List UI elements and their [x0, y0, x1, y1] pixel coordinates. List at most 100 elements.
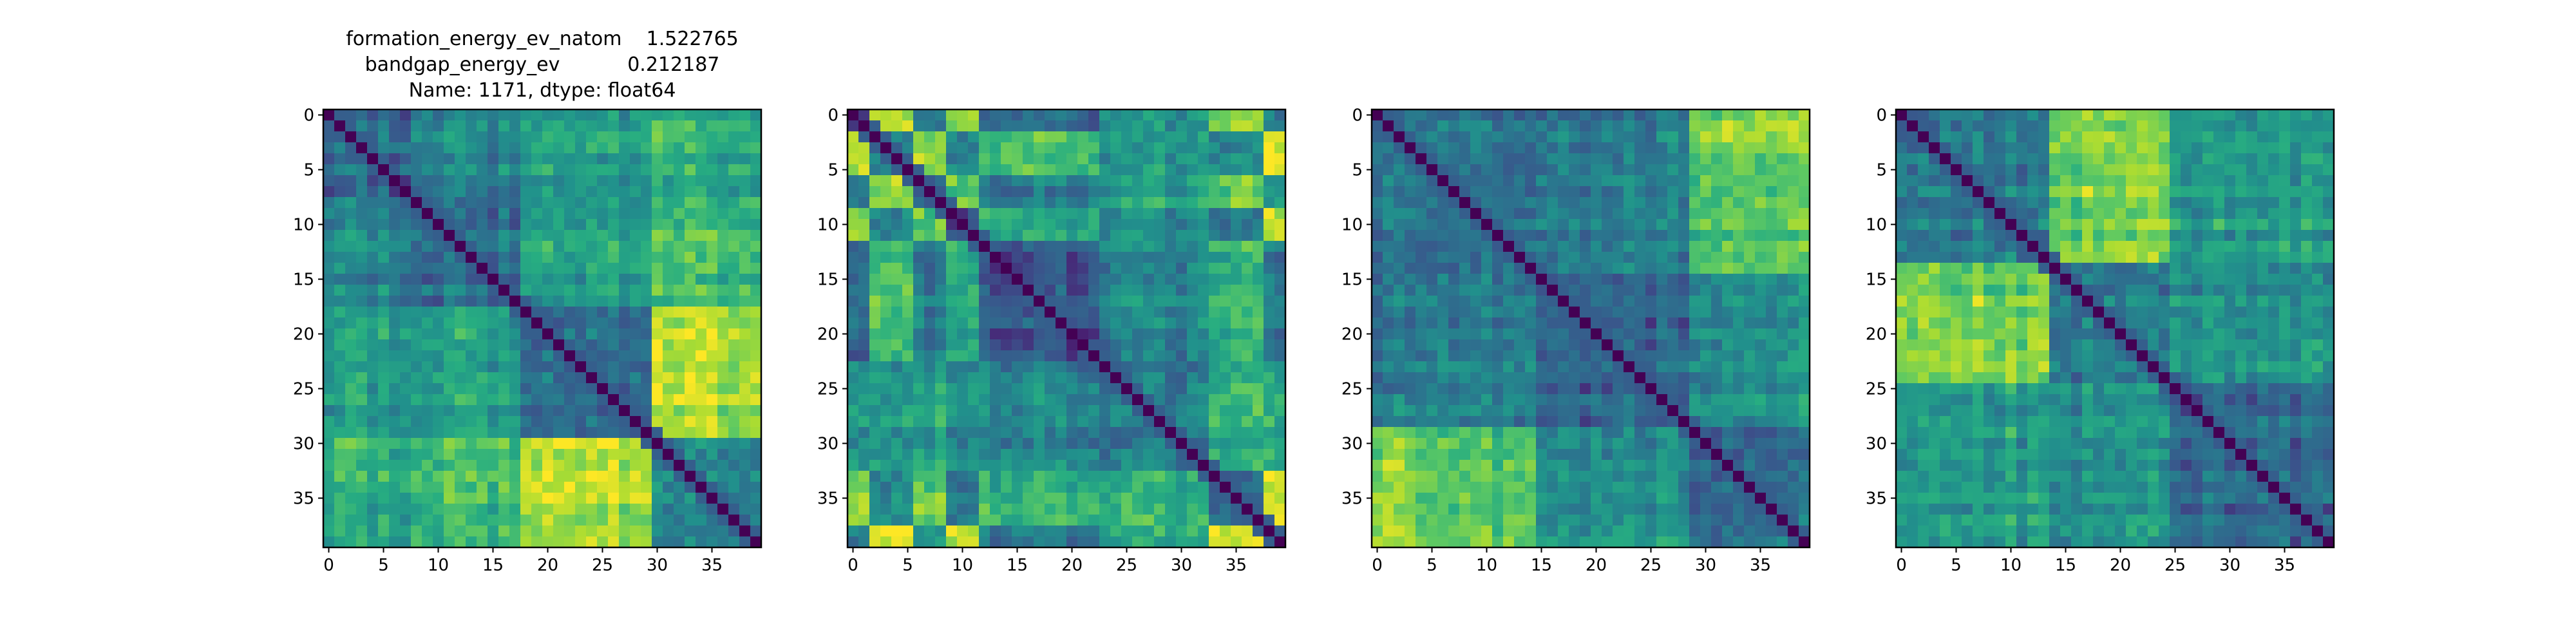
- heatmap-cell: [1645, 164, 1657, 176]
- heatmap-cell: [1667, 328, 1679, 340]
- heatmap-cell: [858, 482, 870, 493]
- heatmap-cell: [696, 416, 707, 428]
- heatmap-cell: [1437, 241, 1449, 252]
- heatmap-cell: [564, 208, 576, 220]
- heatmap-cell: [356, 536, 368, 548]
- heatmap-cell: [957, 328, 969, 340]
- heatmap-cell: [1176, 536, 1188, 548]
- heatmap-cell: [345, 504, 357, 515]
- heatmap-cell: [1766, 252, 1777, 263]
- heatmap-cell: [750, 471, 762, 482]
- heatmap-cell: [1187, 504, 1198, 515]
- heatmap-cell: [674, 405, 685, 417]
- heatmap-cell: [389, 427, 401, 439]
- heatmap-cell: [1132, 131, 1144, 143]
- heatmap-cell: [1799, 471, 1810, 482]
- heatmap-cell: [389, 372, 401, 384]
- heatmap-cell: [1613, 241, 1624, 252]
- heatmap-cell: [1656, 471, 1668, 482]
- heatmap-cell: [1569, 394, 1580, 406]
- heatmap-cell: [1777, 120, 1788, 132]
- heatmap-cell: [1242, 482, 1253, 493]
- heatmap-cell: [641, 252, 652, 263]
- heatmap-cell: [422, 230, 433, 242]
- heatmap-cell: [1154, 394, 1166, 406]
- heatmap-cell: [1176, 427, 1188, 439]
- heatmap-cell: [1416, 471, 1427, 482]
- heatmap-cell: [1558, 241, 1569, 252]
- heatmap-cell: [1088, 186, 1100, 198]
- heatmap-cell: [411, 493, 422, 504]
- heatmap-cell: [1045, 230, 1056, 242]
- heatmap-cell: [520, 197, 532, 209]
- heatmap-cell: [1481, 449, 1493, 460]
- heatmap-cell: [968, 230, 980, 242]
- heatmap-cell: [564, 361, 576, 373]
- heatmap-cell: [367, 274, 379, 285]
- heatmap-cell: [1165, 307, 1177, 318]
- heatmap-cell: [1613, 328, 1624, 340]
- heatmap-cell: [575, 372, 587, 384]
- heatmap-cell: [1426, 471, 1438, 482]
- heatmap-cell: [1580, 383, 1591, 395]
- heatmap-cell: [1274, 131, 1286, 143]
- heatmap-cell: [575, 328, 587, 340]
- heatmap-cell: [902, 416, 914, 428]
- heatmap-cell: [1448, 208, 1460, 220]
- heatmap-cell: [1242, 438, 1253, 450]
- heatmap-cell: [968, 197, 980, 209]
- heatmap-cell: [619, 438, 630, 450]
- heatmap-cell: [1001, 460, 1012, 471]
- heatmap-cell: [1372, 394, 1383, 406]
- heatmap-cell: [1777, 252, 1788, 263]
- heatmap-cell: [1034, 416, 1045, 428]
- heatmap-cell: [1689, 416, 1701, 428]
- heatmap-cell: [1755, 120, 1766, 132]
- heatmap-cell: [1722, 515, 1734, 526]
- heatmap-cell: [1121, 296, 1133, 307]
- heatmap-cell: [1426, 241, 1438, 252]
- x-tick-label: 25: [1116, 556, 1137, 575]
- heatmap-cell: [509, 438, 521, 450]
- heatmap-cell: [913, 350, 925, 362]
- heatmap-cell: [1231, 427, 1242, 439]
- heatmap-cell: [1154, 296, 1166, 307]
- axes-frame: [1370, 108, 1811, 549]
- heatmap-cell: [1700, 471, 1712, 482]
- heatmap-cell: [400, 460, 412, 471]
- heatmap-cell: [1558, 153, 1569, 165]
- heatmap-cell: [1481, 153, 1493, 165]
- x-tick-label: 20: [1061, 556, 1083, 575]
- heatmap-cell: [1426, 339, 1438, 351]
- heatmap-cell: [1187, 153, 1198, 165]
- heatmap-cell: [1788, 493, 1799, 504]
- heatmap-cell: [619, 372, 630, 384]
- heatmap-cell: [1077, 307, 1089, 318]
- heatmap-cell: [1077, 427, 1089, 439]
- heatmap-cell: [1416, 164, 1427, 176]
- heatmap-cell: [1459, 317, 1471, 329]
- heatmap-cell: [334, 142, 346, 154]
- heatmap-cell: [1492, 427, 1504, 439]
- heatmap-cell: [334, 515, 346, 526]
- heatmap-cell: [1220, 307, 1231, 318]
- heatmap-cell: [1744, 307, 1756, 318]
- heatmap-cell: [1372, 515, 1383, 526]
- heatmap-cell: [1187, 197, 1198, 209]
- heatmap-cell: [498, 405, 510, 417]
- heatmap-cell: [685, 109, 696, 121]
- heatmap-cell: [1426, 460, 1438, 471]
- heatmap-cell: [1231, 394, 1242, 406]
- heatmap-cell: [509, 471, 521, 482]
- heatmap-cell: [990, 350, 1001, 362]
- heatmap-cell: [1711, 186, 1723, 198]
- heatmap-cell: [1634, 438, 1646, 450]
- heatmap-cell: [1023, 449, 1034, 460]
- heatmap-cell: [1448, 274, 1460, 285]
- heatmap-cell: [1132, 515, 1144, 526]
- heatmap-cell: [1613, 372, 1624, 384]
- heatmap-cell: [1023, 460, 1034, 471]
- heatmap-cell: [334, 241, 346, 252]
- heatmap-cell: [1448, 471, 1460, 482]
- heatmap-cell: [1503, 175, 1515, 187]
